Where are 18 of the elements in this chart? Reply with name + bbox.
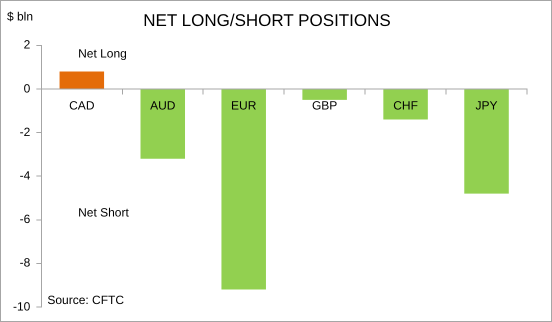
x-tick-label: GBP	[312, 98, 338, 112]
y-axis-title: $ bln	[7, 9, 34, 24]
y-tick-label: -6	[20, 212, 31, 226]
annotation: Net Short	[78, 206, 130, 220]
y-tick-label: 2	[24, 38, 31, 52]
y-tick-label: 0	[24, 81, 31, 96]
x-tick-label: EUR	[231, 98, 257, 112]
y-tick-label: -2	[20, 124, 31, 139]
annotation: Source: CFTC	[47, 292, 124, 307]
y-tick-label: -10	[13, 299, 31, 314]
x-tick-label: AUD	[150, 98, 176, 112]
annotation: Net Long	[78, 46, 127, 60]
y-tick-label: -8	[20, 256, 31, 270]
x-tick-label: CAD	[69, 98, 95, 112]
chart-title: NET LONG/SHORT POSITIONS	[143, 10, 391, 30]
y-tick-label: -4	[20, 168, 31, 183]
x-tick-label: CHF	[393, 98, 418, 112]
x-tick-label: JPY	[476, 98, 498, 112]
